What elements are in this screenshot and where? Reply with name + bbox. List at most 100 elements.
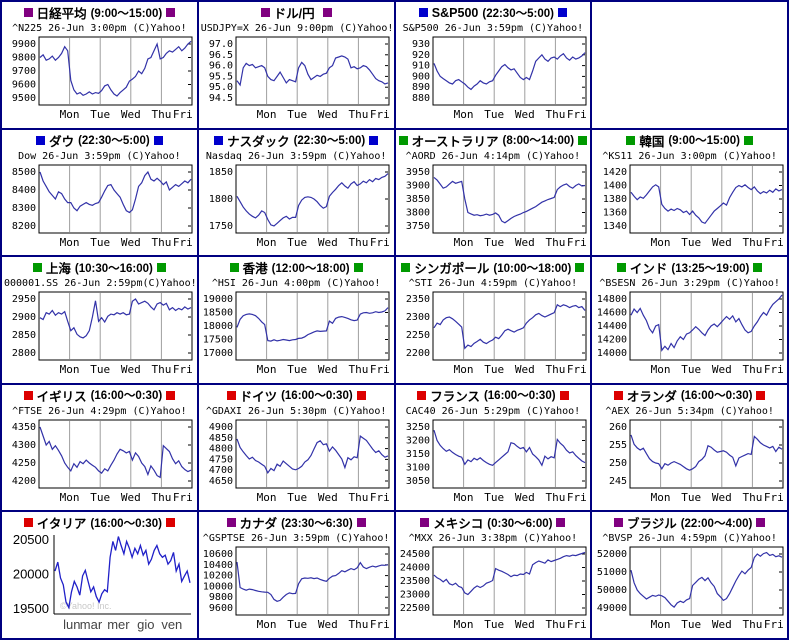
marker-square-icon	[353, 263, 363, 273]
day-label: Fri	[370, 491, 390, 504]
ticker-line: ^AEX 26-Jun 5:34pm (C)Yahoo!	[605, 405, 774, 417]
day-label: mer	[108, 617, 131, 632]
price-line	[39, 170, 192, 213]
y-axis-label: 8500	[12, 167, 36, 178]
y-axis-label: 2900	[12, 312, 36, 323]
plot-border	[432, 164, 587, 234]
marker-square-icon	[260, 8, 270, 17]
day-label: Thu	[545, 491, 565, 504]
chart-cell-11[interactable]: インド (13:25〜19:00) ^BSESN 26-Jun 3:29pm (C…	[592, 257, 789, 385]
day-label: Wed	[318, 491, 338, 504]
day-label: Fri	[764, 491, 784, 504]
chart-canvas: 24500 24000 23500 23000 22500 Mon Tue Wed Thu Fri	[400, 546, 587, 631]
chart-cell-14[interactable]: フランス (16:00〜0:30) CAC40 26-Jun 5:29pm (C)…	[395, 384, 593, 513]
yahoo-watermark: ©Yahoo! Inc.	[60, 601, 112, 611]
chart-cell-9[interactable]: 香港 (12:00〜18:00) ^HSI 26-Jun 4:00pm (C)Ya…	[198, 257, 396, 385]
chart-cell-16[interactable]: イタリア (16:00〜0:30) 20500 20000 19500 ©Yahoo! …	[2, 512, 199, 640]
y-axis-label: 4700	[209, 465, 233, 476]
day-label: Tue	[484, 363, 504, 376]
y-axis-label: 18000	[203, 321, 233, 332]
chart-canvas: 2950 2900 2850 2800 Mon Tue Wed Thu Fri	[12, 291, 193, 376]
chart-cell-10[interactable]: シンガポール (10:00〜18:00) ^STI 26-Jun 4:59pm (…	[395, 257, 593, 385]
day-label: Fri	[764, 236, 784, 249]
y-axis-label: 14600	[597, 308, 627, 319]
y-axis-label: 3150	[406, 449, 430, 460]
chart-cell-17[interactable]: カナダ (23:30〜6:30) ^GSPTSE 26-Jun 3:59pm (C…	[198, 512, 396, 640]
chart-cell-1[interactable]: 日経平均 (9:00〜15:00) ^N225 26-Jun 3:00pm (C)…	[2, 2, 199, 130]
chart-time-range: (13:25〜19:00)	[671, 262, 750, 275]
y-axis-label: 96.5	[209, 50, 233, 61]
chart-cell-7[interactable]: 韓国 (9:00〜15:00) ^KS11 26-Jun 3:00pm (C)Ya…	[592, 129, 789, 258]
chart-canvas: 3950 3900 3850 3800 3750 Mon Tue Wed Thu Fri	[406, 164, 587, 249]
chart-cell-13[interactable]: ドイツ (16:00〜0:30) ^GDAXI 26-Jun 5:30pm (C)…	[198, 384, 396, 513]
y-axis-label: 1400	[603, 180, 627, 191]
day-label: Mon	[454, 491, 474, 504]
chart-cell-4[interactable]: ダウ (22:30〜5:00) Dow 26-Jun 3:59pm (C)Yaho…	[2, 129, 199, 258]
chart-time-range: (9:00〜15:00)	[90, 7, 163, 20]
day-label: Thu	[349, 108, 369, 121]
ticker-line: ^FTSE 26-Jun 4:29pm (C)Yahoo!	[12, 405, 187, 417]
chart-cell-12[interactable]: イギリス (16:00〜0:30) ^FTSE 26-Jun 4:29pm (C)…	[2, 384, 199, 513]
chart-canvas: 20500 20000 19500 ©Yahoo! Inc. lun mar mer gio v…	[13, 532, 192, 632]
chart-time-range: (10:00〜18:00)	[493, 262, 572, 275]
marker-square-icon	[616, 263, 626, 273]
ticker-line: ^KS11 26-Jun 3:00pm (C)Yahoo!	[602, 150, 777, 162]
day-label: Thu	[545, 236, 565, 249]
day-label: mar	[80, 617, 103, 632]
marker-square-icon	[613, 390, 623, 400]
chart-cell-6[interactable]: オーストラリア (8:00〜14:00) ^AORD 26-Jun 4:14pm …	[395, 129, 593, 258]
ticker-line: S&P500 26-Jun 3:59pm (C)Yahoo!	[402, 23, 584, 34]
marker-square-icon	[23, 390, 33, 400]
chart-cell-19[interactable]: ブラジル (22:00〜4:00) ^BVSP 26-Jun 4:59pm (C)…	[592, 512, 789, 640]
y-axis-label: 14000	[597, 348, 627, 359]
plot-border	[235, 546, 390, 616]
day-label: Fri	[173, 363, 193, 376]
chart-cell-2[interactable]: ドル/円 USDJPY=X 26-Jun 9:00pm (C)Yahoo! 97…	[198, 2, 396, 130]
empty-cell	[592, 2, 789, 130]
chart-title: オランダ	[626, 389, 677, 404]
day-label: Tue	[91, 108, 111, 121]
day-label: Tue	[287, 236, 307, 249]
y-axis-label: 52000	[597, 549, 627, 560]
day-label: Tue	[484, 236, 504, 249]
y-axis-label: 2250	[406, 330, 430, 341]
day-label: Fri	[567, 108, 587, 121]
chart-cell-5[interactable]: ナスダック (22:30〜5:00) Nasdaq 26-Jun 3:59pm (…	[198, 129, 396, 258]
price-line	[236, 172, 389, 227]
y-axis-label: 250	[609, 458, 627, 469]
chart-canvas: 52000 51000 50000 49000 Mon Tue Wed Thu Fri	[597, 546, 783, 631]
day-label: Wed	[515, 363, 535, 376]
plot-border	[235, 291, 390, 361]
plot-border	[38, 419, 193, 489]
y-axis-label: 19500	[13, 601, 49, 616]
y-axis-label: 2300	[406, 312, 430, 323]
chart-title-row: ドル/円	[201, 4, 392, 21]
chart-time-range: (22:00〜4:00)	[680, 517, 753, 530]
y-axis-label: 3100	[406, 462, 430, 473]
price-line	[433, 552, 586, 596]
day-label: gio	[137, 617, 154, 632]
chart-cell-18[interactable]: メキシコ (0:30〜6:00) ^MXX 26-Jun 3:38pm (C)Ya…	[395, 512, 593, 640]
chart-cell-8[interactable]: 上海 (10:30〜16:00) 000001.SS 26-Jun 2:59pm(…	[2, 257, 199, 385]
y-axis-label: 24000	[400, 563, 430, 574]
day-label: Tue	[91, 236, 111, 249]
chart-cell-3[interactable]: S&P500 (22:30〜5:00) S&P500 26-Jun 3:59pm …	[395, 2, 593, 130]
chart-title: 日経平均	[36, 7, 87, 21]
chart-cell-15[interactable]: オランダ (16:00〜0:30) ^AEX 26-Jun 5:34pm (C)Y…	[592, 384, 789, 513]
y-axis-label: 9800	[209, 593, 233, 604]
y-axis-label: 10600	[203, 549, 233, 560]
chart-title-row: 日経平均 (9:00〜15:00)	[4, 4, 195, 21]
day-label: Mon	[454, 108, 474, 121]
day-label: Thu	[152, 363, 172, 376]
day-label: Tue	[287, 363, 307, 376]
day-label: Thu	[545, 108, 565, 121]
ticker-line: Nasdaq 26-Jun 3:59pm (C)Yahoo!	[205, 150, 387, 162]
y-axis-label: 96.0	[209, 61, 233, 72]
chart-canvas: 1420 1400 1380 1360 1340 Mon Tue Wed Thu Fri	[603, 164, 784, 249]
day-label: Mon	[60, 236, 80, 249]
marker-square-icon	[398, 135, 408, 145]
y-axis-label: 3750	[406, 221, 430, 232]
